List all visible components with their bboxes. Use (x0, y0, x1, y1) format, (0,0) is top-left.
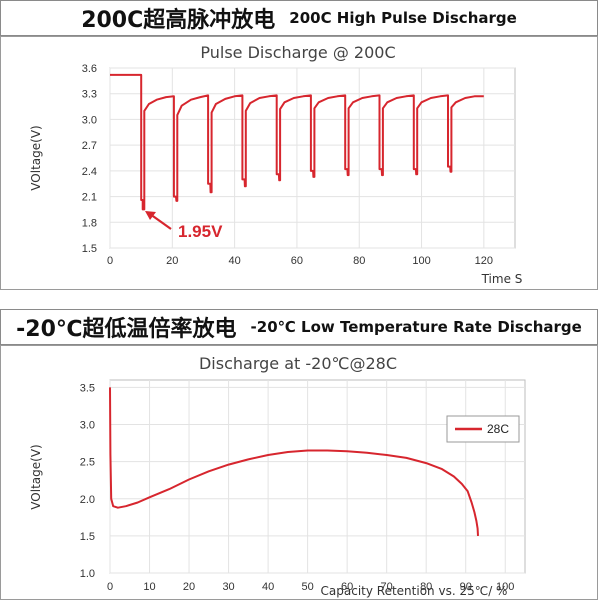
pulse-discharge-banner-cn: 200C超高脉冲放电 (81, 8, 276, 33)
annotation-arrow (149, 213, 172, 230)
y-tick-label: 1.5 (80, 531, 95, 543)
low-temp-discharge-panel: -20℃超低温倍率放电 -20℃ Low Temperature Rate Di… (0, 309, 600, 600)
chart-legend: 28C (446, 415, 520, 443)
series-line (109, 387, 479, 536)
x-tick-label: 80 (420, 581, 432, 593)
x-tick-label: 60 (341, 581, 353, 593)
x-tick-label: 30 (222, 581, 234, 593)
x-tick-label: 60 (291, 255, 303, 267)
x-tick-label: 0 (107, 255, 113, 267)
y-tick-labels: 1.0 1.5 2.0 2.5 3.0 3.5 (80, 382, 95, 580)
pulse-discharge-chart: Pulse Discharge @ 200C 1.5 1.8 2.1 2.4 2.7 3.… (0, 36, 598, 290)
low-temp-banner-cn: -20℃超低温倍率放电 (16, 317, 237, 342)
series-line (110, 73, 484, 211)
x-tick-label: 100 (412, 255, 430, 267)
annotation-arrowhead (145, 211, 156, 220)
y-tick-label: 3.6 (82, 63, 97, 75)
x-tick-label: 40 (262, 581, 274, 593)
y-tick-label: 3.0 (80, 420, 95, 432)
x-axis-label: Time S (481, 272, 523, 286)
x-tick-label: 50 (301, 581, 313, 593)
low-temp-discharge-chart: Discharge at -20℃@28C 1.0 1.5 2.0 2.5 3.0 3.5… (0, 345, 598, 600)
low-temp-banner-en: -20℃ Low Temperature Rate Discharge (250, 318, 582, 336)
x-tick-label: 20 (183, 581, 195, 593)
x-tick-label: 90 (460, 581, 472, 593)
plot-area (109, 67, 516, 249)
x-tick-labels: 0 10 20 30 40 50 60 70 80 90 100 (107, 581, 514, 593)
y-tick-label: 2.7 (82, 140, 97, 152)
y-axis-label: VOltage(V) (29, 125, 43, 190)
y-tick-label: 2.4 (82, 166, 97, 178)
y-tick-label: 3.3 (82, 89, 97, 101)
gridlines (109, 380, 525, 574)
y-axis-label: VOltage(V) (29, 444, 43, 509)
y-tick-label: 1.5 (82, 243, 97, 255)
x-tick-label: 0 (107, 581, 113, 593)
series-layer (110, 73, 484, 211)
y-tick-label: 3.0 (82, 114, 97, 126)
x-tick-label: 120 (475, 255, 493, 267)
min-voltage-annotation: 1.95V (145, 211, 223, 241)
low-temp-discharge-banner: -20℃超低温倍率放电 -20℃ Low Temperature Rate Di… (0, 309, 598, 345)
plot-area (109, 379, 526, 574)
y-tick-label: 3.5 (80, 382, 95, 394)
annotation-label: 1.95V (178, 222, 223, 241)
x-axis-label: Capacity Retention vs. 25℃/ % (321, 584, 508, 598)
x-tick-label: 10 (143, 581, 155, 593)
y-tick-labels: 1.5 1.8 2.1 2.4 2.7 3.0 3.3 3.6 (82, 63, 97, 255)
pulse-discharge-banner-en: 200C High Pulse Discharge (289, 9, 517, 27)
y-tick-label: 1.0 (80, 568, 95, 580)
chart-title: Discharge at -20℃@28C (199, 354, 397, 373)
x-tick-label: 40 (228, 255, 240, 267)
x-tick-label: 100 (496, 581, 514, 593)
x-tick-labels: 0 20 40 60 80 100 120 (107, 255, 493, 267)
chart-title: Pulse Discharge @ 200C (200, 43, 395, 62)
pulse-discharge-panel: 200C超高脉冲放电 200C High Pulse Discharge Pul… (0, 0, 600, 290)
y-tick-label: 2.5 (80, 457, 95, 469)
y-tick-label: 2.0 (80, 494, 95, 506)
legend-label: 28C (487, 422, 509, 436)
x-tick-label: 80 (353, 255, 365, 267)
x-tick-label: 70 (381, 581, 393, 593)
x-tick-label: 20 (166, 255, 178, 267)
y-tick-label: 1.8 (82, 217, 97, 229)
pulse-discharge-banner: 200C超高脉冲放电 200C High Pulse Discharge (0, 0, 598, 36)
series-layer (109, 387, 479, 536)
y-tick-label: 2.1 (82, 192, 97, 204)
